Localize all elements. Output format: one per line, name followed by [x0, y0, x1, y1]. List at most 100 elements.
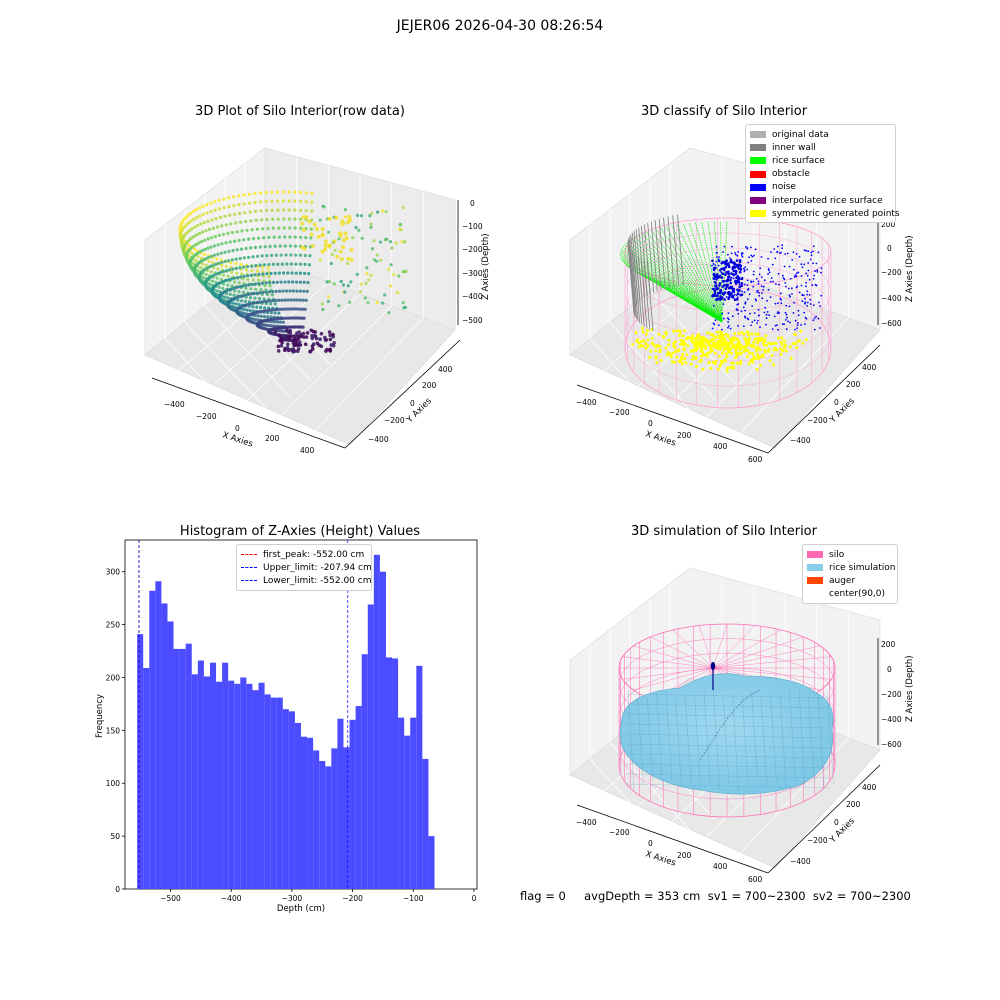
simulation-legend-item: auger	[807, 574, 893, 587]
histogram-bars	[137, 554, 435, 889]
histogram-y-axis-label: Frequency	[95, 694, 105, 738]
histogram-bar	[155, 581, 162, 889]
simulation-z-axis-label: Z Axies (Depth)	[905, 655, 915, 722]
classify-legend-item: interpolated rice surface	[750, 194, 891, 207]
histogram-bar	[173, 648, 180, 889]
histogram-y-tick-label: 0	[115, 885, 120, 894]
classify-plot-title: 3D classify of Silo Interior	[640, 104, 808, 119]
classify-legend-item: symmetric generated points	[750, 207, 900, 220]
histogram-bar	[161, 603, 168, 889]
raw-y-tick: −200	[384, 416, 405, 425]
histogram-bar	[410, 717, 417, 889]
classify-z-tick: −200	[881, 268, 902, 277]
classify-legend: original data inner wall rice surface obsta…	[745, 124, 900, 224]
histogram-bar	[167, 621, 174, 889]
simulation-silo	[618, 623, 836, 818]
simulation-z-tick: −600	[881, 740, 902, 749]
raw-z-tick: −100	[462, 222, 483, 231]
legend-first-peak: first_peak: -552.00 cm	[241, 548, 367, 561]
classify-legend-item: rice surface	[750, 154, 891, 167]
raw-plot-title: 3D Plot of Silo Interior(row data)	[195, 104, 405, 119]
raw-y-tick: 0	[410, 399, 415, 408]
histogram-bar	[392, 658, 399, 889]
classify-y-tick: 400	[862, 363, 877, 372]
histogram-bar	[379, 571, 386, 889]
simulation-y-tick: −400	[790, 857, 811, 866]
histogram-bar	[276, 697, 283, 889]
histogram-y-tick-label: 50	[110, 832, 120, 841]
classify-y-tick: −200	[807, 416, 828, 425]
histogram-bar	[270, 697, 277, 889]
simulation-y-axis-label: Y Axies	[827, 816, 857, 846]
raw-x-tick: −400	[164, 400, 185, 409]
histogram-bar	[222, 662, 229, 889]
classify-legend-item: obstacle	[750, 168, 891, 181]
histogram-bar	[197, 660, 204, 889]
raw-y-tick: 400	[438, 365, 453, 374]
histogram-bar	[246, 683, 253, 889]
histogram-x-tick-label: −100	[403, 894, 424, 903]
simulation-legend-item: rice simulation	[807, 561, 895, 574]
histogram-bar	[422, 758, 429, 889]
histogram-bar	[331, 748, 338, 889]
histogram-bar	[185, 643, 192, 889]
histogram-y-tick-label: 100	[106, 779, 121, 788]
histogram-bar	[179, 648, 186, 889]
simulation-legend-item: silo	[807, 548, 893, 561]
raw-point-cloud	[178, 190, 408, 354]
histogram-bar	[325, 766, 332, 889]
simulation-z-tick: 0	[887, 665, 892, 674]
histogram-y-tick-label: 300	[106, 568, 121, 577]
raw-x-tick: 400	[300, 446, 315, 455]
histogram-x-tick-label: −200	[342, 894, 363, 903]
simulation-x-tick: 0	[648, 839, 653, 848]
simulation-y-tick: −200	[807, 836, 828, 845]
raw-x-tick: −200	[196, 412, 217, 421]
histogram-bar	[404, 735, 411, 889]
classify-x-tick: 600	[748, 455, 763, 464]
histogram-bar	[282, 709, 289, 889]
simulation-x-axis-label: X Axies	[644, 849, 677, 868]
simulation-y-tick: 400	[862, 783, 877, 792]
histogram-bar	[355, 706, 362, 889]
raw-z-tick: −400	[462, 292, 483, 301]
classify-x-tick: 400	[713, 442, 728, 451]
histogram-bar	[343, 747, 350, 889]
raw-x-tick: 0	[235, 424, 240, 433]
classify-legend-item: noise	[750, 181, 891, 194]
raw-x-axis-label: X Axies	[221, 430, 254, 449]
histogram-bar	[361, 654, 368, 889]
classify-point-cloud	[619, 214, 832, 409]
histogram-ticks: −500 −400 −300 −200 −100 0 0 50 100 150 200 250 300	[106, 568, 477, 903]
histogram-bar	[319, 761, 326, 889]
histogram-x-tick-label: 0	[472, 894, 477, 903]
histogram-bar	[301, 736, 308, 889]
classify-legend-item: original data	[750, 128, 891, 141]
histogram-bar	[373, 554, 380, 889]
classify-x-axis-label: X Axies	[644, 429, 677, 448]
histogram-bar	[288, 711, 295, 889]
histogram-bar	[216, 681, 223, 889]
histogram-x-tick-label: −500	[160, 894, 181, 903]
histogram-x-tick-label: −400	[221, 894, 242, 903]
classify-z-tick: 200	[881, 220, 896, 229]
simulation-x-tick: 600	[748, 875, 763, 884]
histogram-bar	[143, 667, 150, 889]
classify-z-axis-label: Z Axies (Depth)	[905, 235, 915, 302]
histogram-bar	[349, 719, 356, 889]
histogram-bar	[228, 680, 235, 889]
histogram-bar	[398, 717, 405, 889]
histogram-bar	[385, 657, 393, 889]
histogram-bar	[337, 718, 344, 889]
simulation-x-tick: 400	[713, 862, 728, 871]
classify-y-tick: −400	[790, 436, 811, 445]
simulation-y-tick: 200	[846, 800, 861, 809]
histogram-bar	[294, 722, 301, 889]
simulation-x-tick: −400	[576, 818, 597, 827]
classify-z-tick: −400	[881, 294, 902, 303]
histogram-bar	[416, 665, 423, 889]
raw-z-tick: 0	[470, 199, 475, 208]
histogram-bar	[428, 836, 435, 889]
raw-z-tick: −300	[462, 269, 483, 278]
histogram-bar	[240, 677, 247, 889]
